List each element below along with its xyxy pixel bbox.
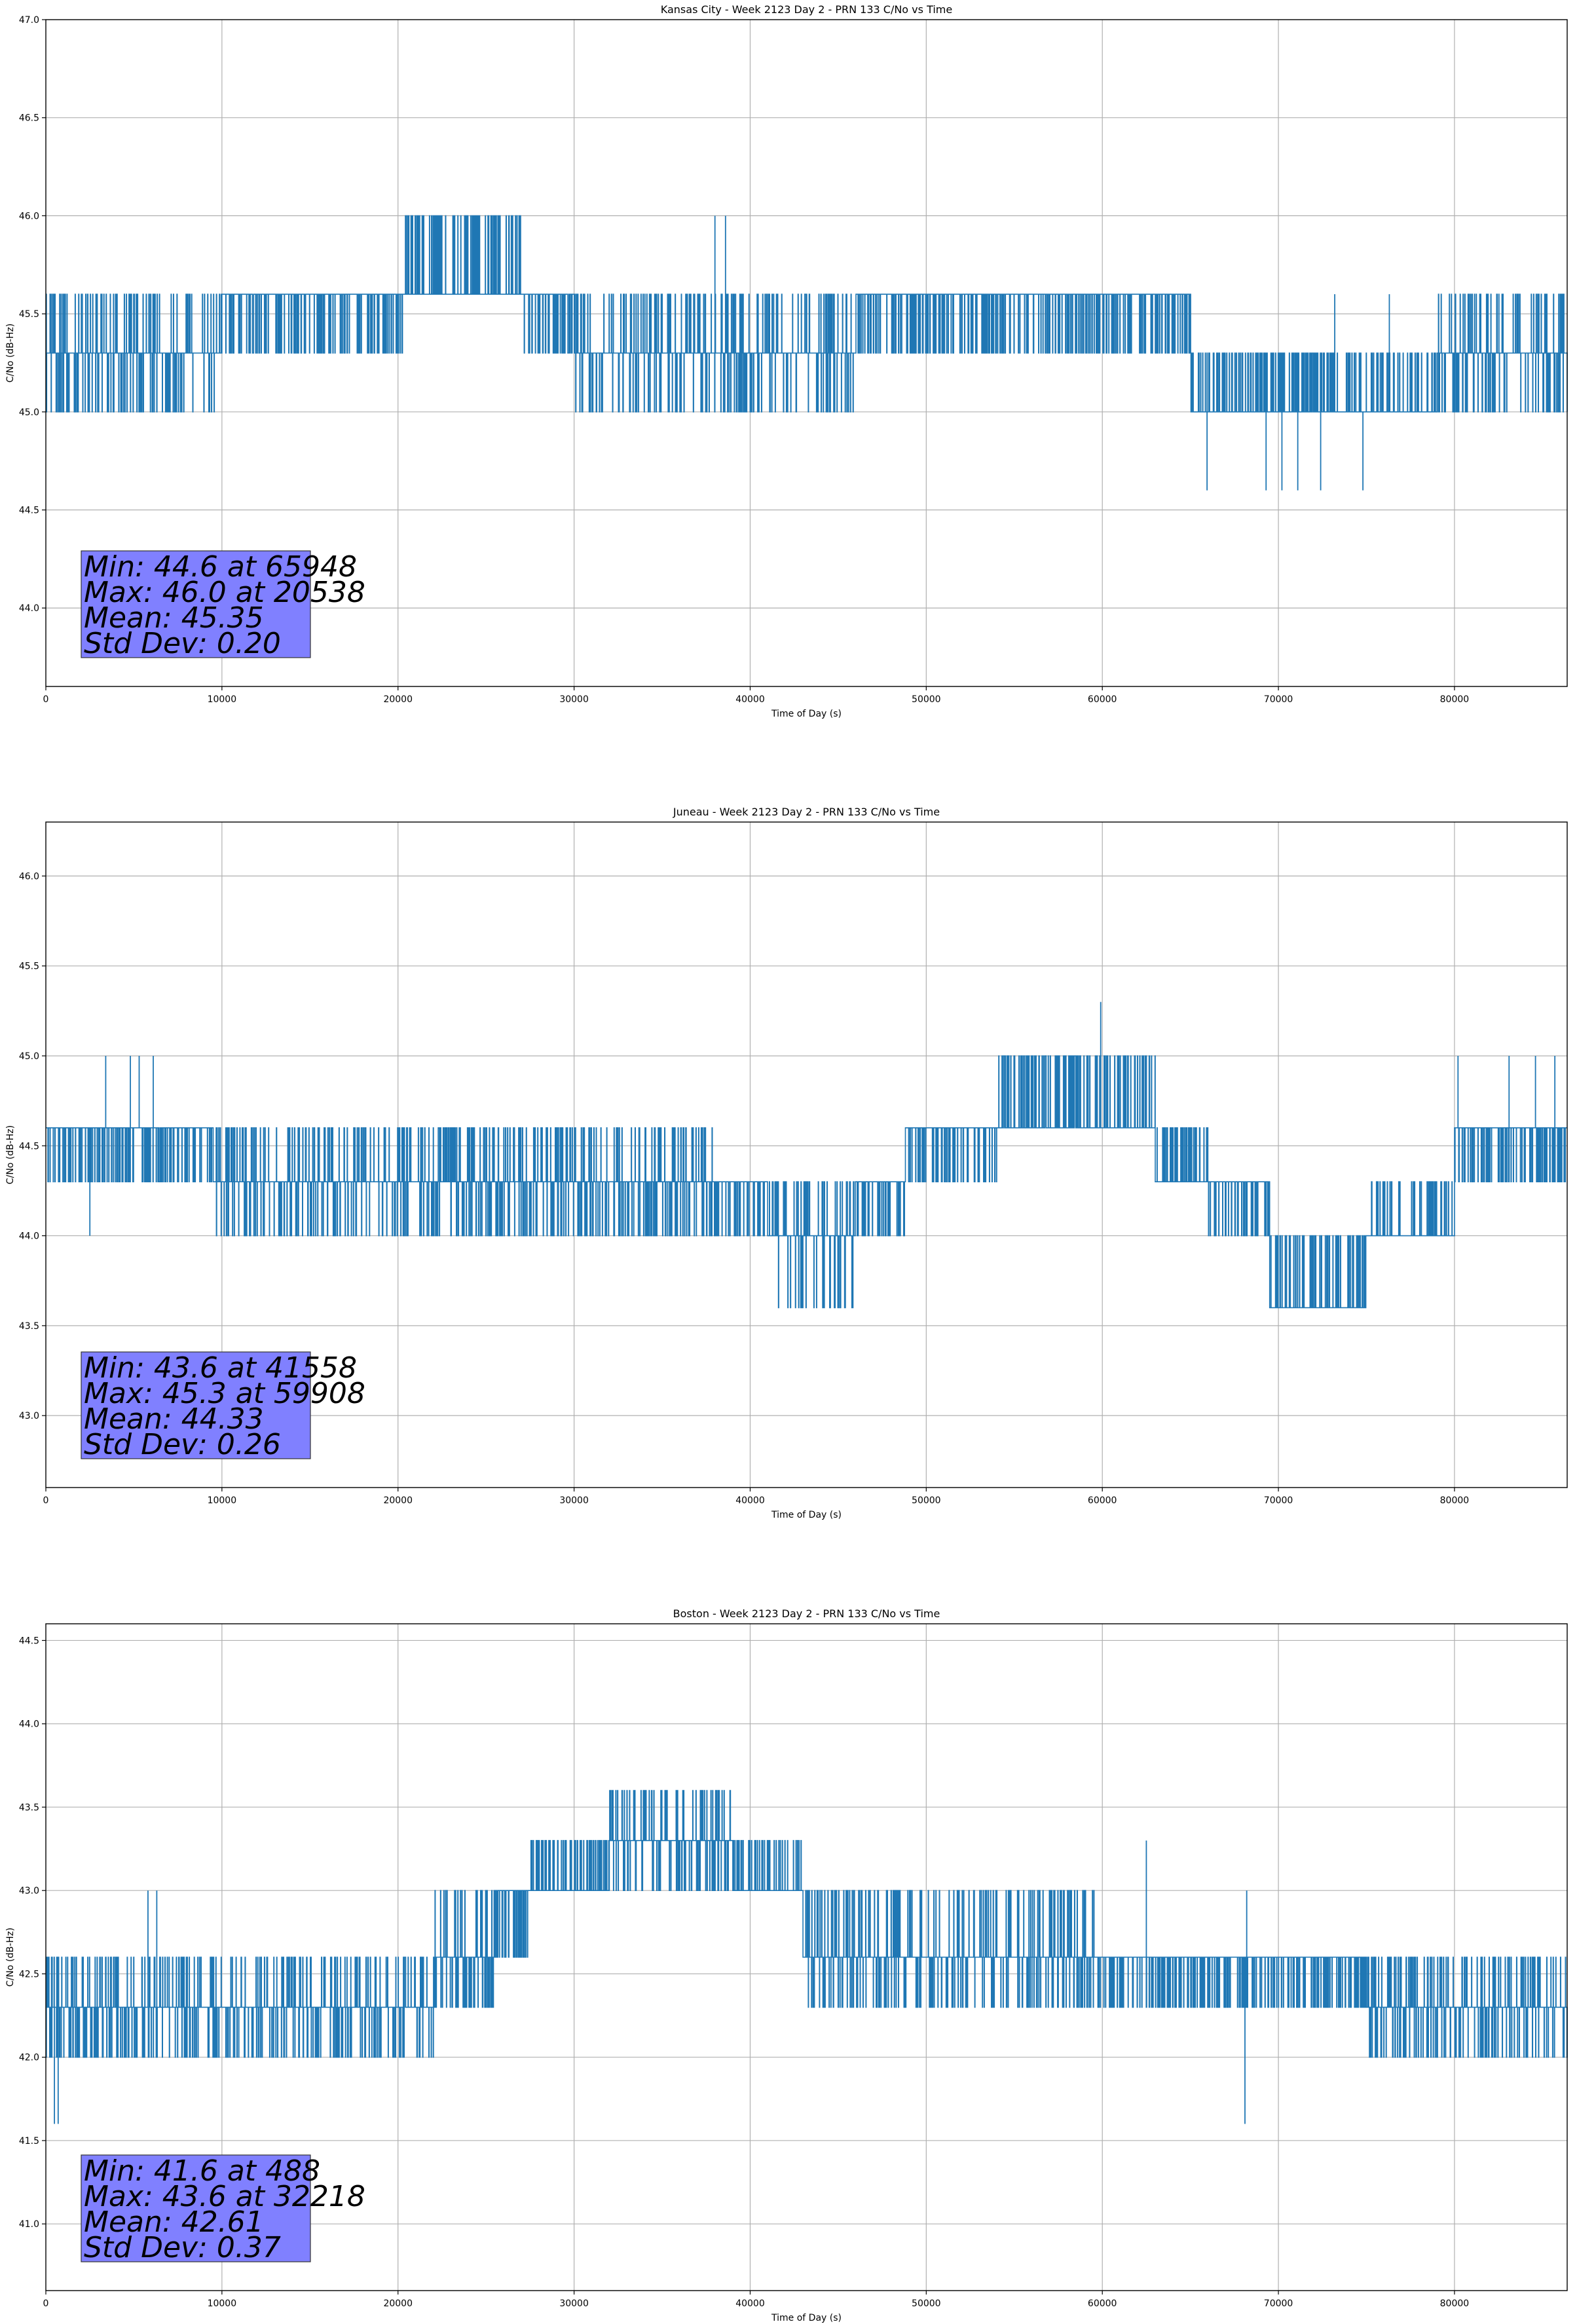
y-tick-label: 43.5 [19,1321,39,1332]
x-tick-label: 40000 [735,694,765,705]
x-tick-label: 40000 [735,1495,765,1506]
x-tick-label: 80000 [1440,1495,1470,1506]
y-tick-label: 46.0 [19,871,39,882]
x-tick-label: 70000 [1264,694,1293,705]
series-line [46,1790,1568,2058]
y-tick-label: 44.0 [19,1719,39,1730]
y-tick-label: 43.0 [19,1411,39,1421]
plot-frame [45,19,1568,687]
x-tick-label: 10000 [208,1495,237,1506]
y-tick-label: 44.5 [19,1141,39,1152]
x-tick-label: 10000 [208,2298,237,2309]
x-tick-label: 60000 [1088,1495,1117,1506]
y-tick-label: 43.0 [19,1886,39,1896]
x-tick-label: 50000 [912,2298,941,2309]
chart-title: Boston - Week 2123 Day 2 - PRN 133 C/No … [673,1607,940,1620]
stats-line: Std Dev: 0.37 [84,2231,281,2264]
stats-box [81,2154,311,2262]
x-tick-label: 10000 [208,694,237,705]
y-axis-label: C/No (dB-Hz) [5,1928,16,1987]
y-tick-label: 42.0 [19,2053,39,2063]
x-tick-label: 80000 [1440,694,1470,705]
stats-line: Min: 41.6 at 488 [84,2154,320,2188]
x-tick-label: 20000 [383,1495,413,1506]
plot-frame [45,1623,1568,2291]
stats-line: Mean: 45.35 [84,601,264,635]
x-tick-label: 50000 [912,1495,941,1506]
stats-line: Max: 45.3 at 59908 [84,1377,365,1410]
x-tick-label: 30000 [559,694,589,705]
y-tick-label: 41.5 [19,2136,39,2146]
chart-panel-3: 0 10000 20000 30000 40000 50000 60000 70000 8000… [5,1607,1568,2323]
x-tick-label: 20000 [383,694,413,705]
x-axis-label: Time of Day (s) [771,2313,842,2323]
chart-title: Juneau - Week 2123 Day 2 - PRN 133 C/No … [673,806,940,818]
chart-panel-2: 0 10000 20000 30000 40000 50000 60000 70000 8000… [5,806,1568,1520]
y-tick-label: 45.0 [19,1051,39,1062]
y-tick-label: 44.5 [19,1636,39,1646]
x-tick-label: 20000 [383,2298,413,2309]
stats-line: Mean: 42.61 [84,2205,264,2239]
y-tick-label: 47.0 [19,15,39,26]
x-axis-label: Time of Day (s) [771,1510,842,1520]
y-tick-label: 41.0 [19,2219,39,2230]
stats-line: Mean: 44.33 [84,1402,264,1436]
x-tick-label: 60000 [1088,694,1117,705]
y-tick-label: 45.5 [19,962,39,972]
y-tick-label: 44.0 [19,603,39,614]
stats-box [81,550,311,658]
chart-title: Kansas City - Week 2123 Day 2 - PRN 133 … [661,3,952,16]
x-tick-label: 70000 [1264,2298,1293,2309]
x-tick-label: 40000 [735,2298,765,2309]
stats-line: Max: 43.6 at 32218 [84,2180,365,2213]
x-tick-label: 80000 [1440,2298,1470,2309]
x-tick-label: 70000 [1264,1495,1293,1506]
series-line [46,1055,1567,1309]
x-tick-label: 0 [43,1495,49,1506]
x-tick-label: 50000 [912,694,941,705]
x-tick-label: 30000 [559,1495,589,1506]
plot-frame [45,821,1568,1488]
y-axis-label: C/No (dB-Hz) [5,324,16,383]
stats-line: Std Dev: 0.26 [84,1428,281,1461]
stats-box [81,1351,311,1459]
x-tick-label: 60000 [1088,2298,1117,2309]
stats-line: Min: 44.6 at 65948 [84,550,357,584]
y-tick-label: 45.0 [19,407,39,418]
y-tick-label: 42.5 [19,1969,39,1979]
x-tick-label: 0 [43,694,49,705]
y-tick-label: 46.0 [19,211,39,221]
y-axis-label: C/No (dB-Hz) [5,1125,16,1184]
series-line [45,215,1568,413]
x-axis-label: Time of Day (s) [771,709,842,719]
y-tick-label: 43.5 [19,1803,39,1813]
stats-line: Max: 46.0 at 20538 [84,576,365,609]
y-tick-label: 46.5 [19,113,39,124]
y-tick-label: 45.5 [19,309,39,320]
x-tick-label: 30000 [559,2298,589,2309]
stats-line: Min: 43.6 at 41558 [84,1351,357,1385]
chart-panel-1: 0 10000 20000 30000 40000 50000 60000 70000 8000… [5,3,1568,719]
stats-line: Std Dev: 0.20 [84,627,281,660]
y-tick-label: 44.0 [19,1231,39,1242]
y-tick-label: 44.5 [19,506,39,516]
x-tick-label: 0 [43,2298,49,2309]
